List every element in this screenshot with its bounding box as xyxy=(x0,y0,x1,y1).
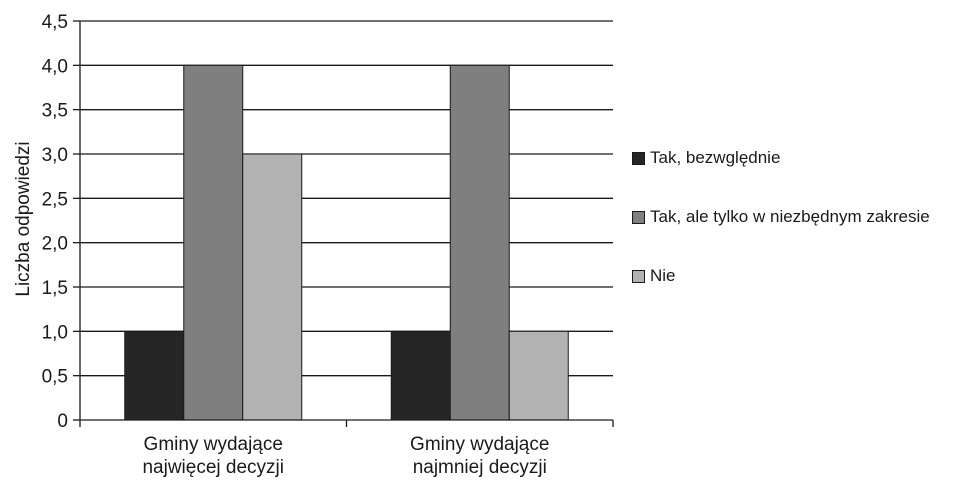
axes xyxy=(79,21,614,427)
y-tick-label: 2,0 xyxy=(42,234,68,255)
y-tick-label: 4,5 xyxy=(42,12,68,33)
y-tick-labels: 0 0,5 1,0 1,5 2,0 2,5 3,0 3,5 4,0 4,5 xyxy=(42,12,68,432)
y-tick-label: 0,5 xyxy=(42,367,68,388)
legend-swatch-series-1 xyxy=(632,151,645,165)
y-axis-label: Liczba odpowiedzi xyxy=(13,141,34,296)
bar-series-2-category-2 xyxy=(449,64,510,421)
bar-series-3-category-2 xyxy=(508,330,569,421)
y-tick-label: 3,0 xyxy=(42,145,68,166)
legend-item-series-3: Nie xyxy=(632,266,957,286)
legend-swatch-series-3 xyxy=(632,269,645,283)
y-tick-label: 0 xyxy=(57,411,68,432)
bar-series-1-category-1 xyxy=(124,330,185,421)
x-category-label: Gminy wydające najmniej decyzji xyxy=(410,434,549,478)
legend-label-series-3: Nie xyxy=(650,266,676,285)
y-tick-label: 3,5 xyxy=(42,101,68,122)
legend-item-series-2: Tak, ale tylko w niezbędnym zakresie xyxy=(632,207,957,227)
legend-label-series-1: Tak, bezwględnie xyxy=(650,148,781,167)
bars xyxy=(124,64,569,421)
y-tick-label: 2,5 xyxy=(42,189,68,210)
bar-series-2-category-1 xyxy=(183,64,244,421)
x-category-labels: Gminy wydające najwięcej decyzji Gminy wyd… xyxy=(142,434,549,478)
y-tick-label: 1,0 xyxy=(42,322,68,343)
y-tick-label: 4,0 xyxy=(42,56,68,77)
legend-label-series-2: Tak, ale tylko w niezbędnym zakresie xyxy=(650,207,930,226)
bar-series-3-category-1 xyxy=(242,153,303,421)
y-tick-label: 1,5 xyxy=(42,278,68,299)
x-category-label: Gminy wydające najwięcej decyzji xyxy=(142,434,284,478)
legend: Tak, bezwględnie Tak, ale tylko w niezbę… xyxy=(632,148,957,325)
bar-series-1-category-2 xyxy=(390,330,451,421)
legend-swatch-series-2 xyxy=(632,210,645,224)
legend-item-series-1: Tak, bezwględnie xyxy=(632,148,957,168)
